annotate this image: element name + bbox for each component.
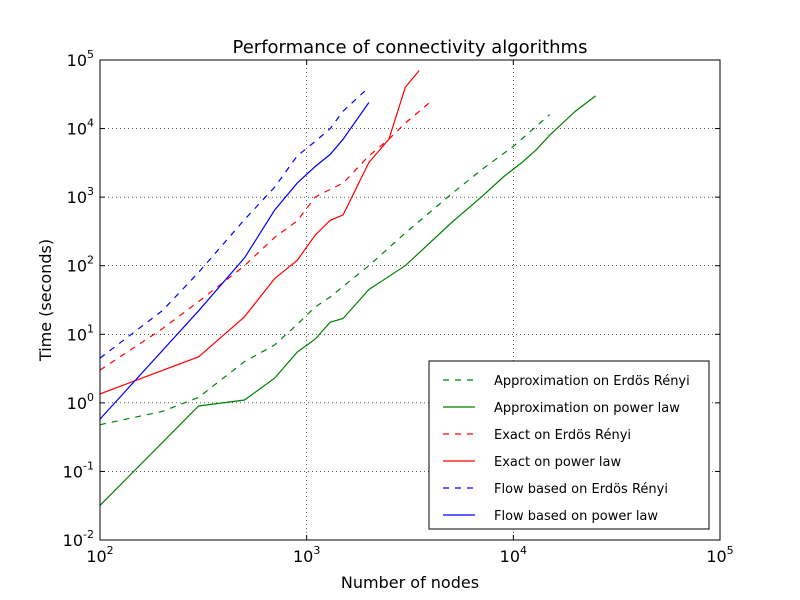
y-tick-label: 100 (67, 391, 94, 413)
series-line-5 (100, 86, 370, 359)
x-tick-label: 103 (293, 544, 320, 566)
legend-label: Flow based on power law (494, 509, 658, 524)
legend-label: Approximation on power law (494, 401, 680, 416)
legend-box (428, 360, 710, 530)
series-line-2 (100, 95, 596, 506)
y-tick-label: 105 (67, 48, 94, 70)
legend: Approximation on Erdös Rényi Approximatio… (428, 360, 710, 530)
x-tick-label: 104 (500, 544, 527, 566)
series-line-1 (100, 114, 551, 426)
y-tick-label: 10-1 (63, 459, 94, 481)
y-tick-label: 104 (67, 117, 94, 139)
y-axis-label: Time (seconds) (36, 239, 55, 362)
plot-frame (99, 59, 721, 541)
x-tick-label: 102 (86, 544, 113, 566)
legend-label: Flow based on Erdös Rényi (494, 482, 668, 497)
legend-label: Exact on power law (494, 455, 621, 470)
y-tick-label: 101 (67, 322, 94, 344)
series-lines (100, 70, 596, 506)
series-line-6 (100, 102, 370, 420)
x-tick-label: 105 (706, 544, 733, 566)
y-tick-label: 10-2 (63, 528, 94, 550)
y-tick-label: 102 (67, 254, 94, 276)
x-axis-label: Number of nodes (341, 573, 479, 592)
chart-title: Performance of connectivity algorithms (233, 37, 588, 58)
series-line-4 (100, 70, 420, 395)
y-tick-label: 103 (67, 185, 94, 207)
legend-label: Exact on Erdös Rényi (494, 428, 631, 443)
axis-ticks: 102 103 104 105 10-2 10-1 100 101 102 103 104 105 (63, 48, 734, 566)
legend-label: Approximation on Erdös Rényi (494, 374, 690, 389)
